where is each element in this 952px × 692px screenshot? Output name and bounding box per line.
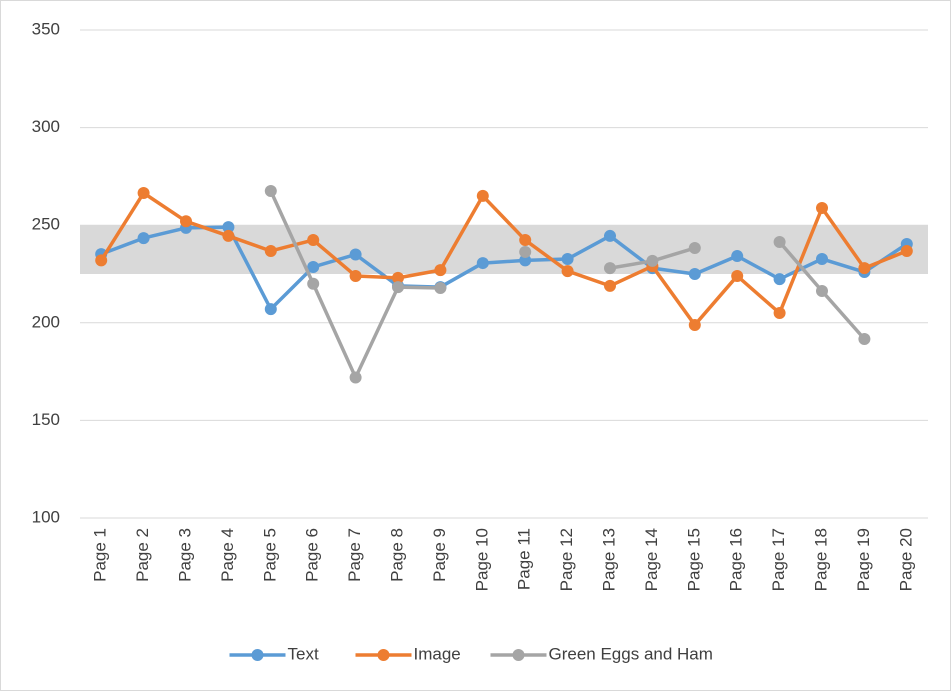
y-tick-label: 150 xyxy=(32,410,60,429)
series-marker xyxy=(307,234,320,247)
series-marker xyxy=(307,277,320,290)
x-tick-label: Page 1 xyxy=(91,528,110,582)
series-marker xyxy=(688,318,701,331)
series-marker xyxy=(349,248,362,261)
x-tick-label: Page 9 xyxy=(430,528,449,582)
series-marker xyxy=(858,333,871,346)
x-tick-label: Page 6 xyxy=(303,528,322,582)
x-tick-label: Page 4 xyxy=(218,528,237,582)
y-tick-label: 200 xyxy=(32,312,60,331)
x-tick-label: Page 18 xyxy=(811,528,830,591)
series-marker xyxy=(264,244,277,257)
x-tick-label: Page 11 xyxy=(515,528,534,590)
series-marker xyxy=(349,269,362,282)
series-marker xyxy=(222,221,235,234)
x-tick-label: Page 7 xyxy=(345,528,364,582)
x-tick-label: Page 20 xyxy=(896,528,915,591)
y-tick-label: 300 xyxy=(32,117,60,136)
series-marker xyxy=(222,229,235,242)
series-marker xyxy=(604,262,616,275)
x-tick-label: Page 5 xyxy=(260,528,279,582)
series-marker xyxy=(731,250,744,263)
series-marker xyxy=(773,273,786,286)
series-marker xyxy=(95,254,108,267)
series-marker xyxy=(816,202,828,215)
series-marker xyxy=(392,271,404,284)
y-tick-label: 350 xyxy=(32,19,60,38)
series-marker xyxy=(519,245,532,258)
x-tick-label: Page 8 xyxy=(387,528,406,582)
x-tick-label: Page 19 xyxy=(854,528,873,591)
series-marker xyxy=(816,252,828,265)
y-tick-label: 100 xyxy=(32,507,60,526)
x-tick-label: Page 10 xyxy=(472,528,491,591)
y-tick-label: 250 xyxy=(32,215,60,234)
legend-label: Image xyxy=(414,644,461,663)
series-marker xyxy=(180,215,192,228)
series-marker xyxy=(264,303,277,316)
legend-marker xyxy=(251,649,264,661)
series-marker xyxy=(519,234,532,247)
series-marker xyxy=(604,229,616,242)
legend-label: Text xyxy=(288,644,319,663)
x-tick-label: Page 12 xyxy=(557,528,576,591)
series-marker xyxy=(434,282,447,295)
series-marker xyxy=(434,264,447,277)
x-tick-label: Page 16 xyxy=(727,528,746,591)
series-marker xyxy=(604,279,616,292)
series-marker xyxy=(773,235,786,248)
series-marker xyxy=(349,371,362,384)
series-marker xyxy=(816,284,828,297)
series-marker xyxy=(561,252,574,265)
series-line xyxy=(99,191,908,327)
series-marker xyxy=(858,262,871,275)
x-tick-label: Page 14 xyxy=(642,528,661,591)
series-marker xyxy=(307,260,320,273)
x-tick-label: Page 3 xyxy=(175,528,194,582)
series-marker xyxy=(688,242,701,255)
x-tick-label: Page 13 xyxy=(599,528,618,591)
series-marker xyxy=(646,254,659,267)
series-marker xyxy=(392,281,404,294)
series-marker xyxy=(519,254,532,267)
x-tick-label: Page 2 xyxy=(133,528,152,582)
series-marker xyxy=(900,244,913,257)
series-marker xyxy=(731,269,744,282)
series-marker xyxy=(476,257,489,270)
series-line xyxy=(100,225,908,311)
series-marker xyxy=(688,268,701,280)
legend-label: Green Eggs and Ham xyxy=(549,644,713,663)
series-marker xyxy=(561,265,574,278)
legend-marker xyxy=(512,649,525,661)
x-tick-label: Page 17 xyxy=(769,528,788,591)
series-marker xyxy=(773,307,786,320)
series-marker xyxy=(137,186,150,199)
series-marker xyxy=(264,185,277,198)
legend-marker xyxy=(377,649,390,661)
series-marker xyxy=(476,189,489,202)
x-tick-label: Page 15 xyxy=(684,528,703,591)
series-marker xyxy=(137,232,150,245)
